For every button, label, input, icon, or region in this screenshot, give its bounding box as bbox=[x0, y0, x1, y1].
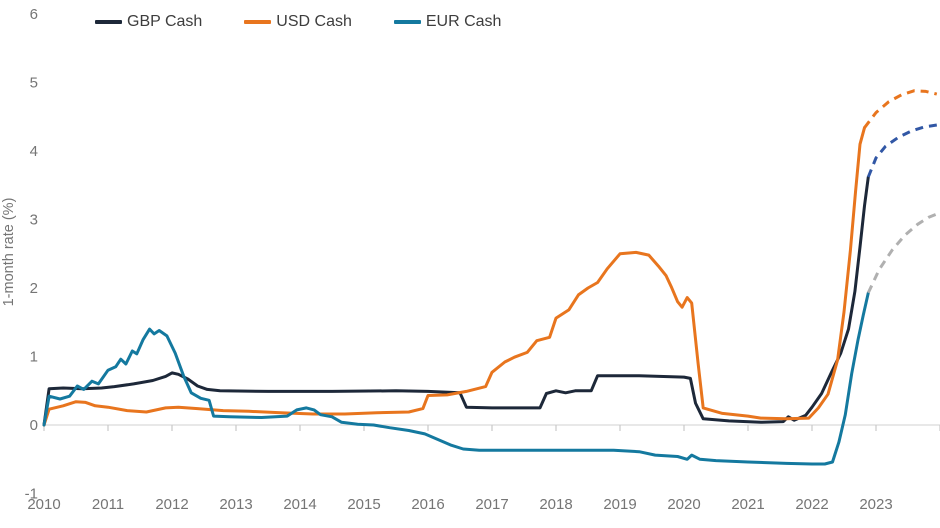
legend-item-gbp-cash: GBP Cash bbox=[95, 13, 202, 31]
y-tick-label: 4 bbox=[30, 143, 38, 160]
y-tick-label: 1 bbox=[30, 349, 38, 366]
series-line-usd-cash-forward bbox=[863, 89, 938, 129]
x-tick-label: 2015 bbox=[347, 496, 380, 513]
series-line-usd-cash bbox=[42, 126, 866, 427]
legend-item-eur-cash: EUR Cash bbox=[393, 13, 502, 31]
y-tick-label: 6 bbox=[30, 6, 38, 23]
x-tick-label: 2019 bbox=[603, 496, 636, 513]
x-tick-label: 2023 bbox=[859, 496, 892, 513]
y-tick-label: 2 bbox=[30, 280, 38, 297]
legend-label-usd: USD Cash bbox=[276, 13, 352, 30]
x-tick-label: 2010 bbox=[27, 496, 60, 513]
x-tick-label: 2017 bbox=[475, 496, 508, 513]
y-tick-label: 3 bbox=[30, 212, 38, 229]
x-tick-label: 2013 bbox=[219, 496, 252, 513]
y-tick-label: 0 bbox=[30, 417, 38, 434]
usd-line-swatch-icon bbox=[244, 20, 272, 24]
series-line-eur-cash bbox=[42, 291, 870, 466]
x-tick-label: 2022 bbox=[795, 496, 828, 513]
chart-legend: GBP Cash USD Cash EUR Cash bbox=[95, 13, 543, 31]
x-tick-label: 2014 bbox=[283, 496, 316, 513]
legend-label-eur: EUR Cash bbox=[425, 13, 502, 30]
eur-line-swatch-icon bbox=[393, 20, 421, 24]
series-line-eur-cash-forward bbox=[866, 212, 938, 294]
series-line-gbp-cash bbox=[42, 175, 870, 427]
legend-label-gbp: GBP Cash bbox=[127, 13, 203, 30]
y-tick-label: 5 bbox=[30, 75, 38, 92]
x-tick-label: 2021 bbox=[731, 496, 764, 513]
legend-item-usd-cash: USD Cash bbox=[244, 13, 352, 31]
x-tick-label: 2012 bbox=[155, 496, 188, 513]
x-tick-label: 2018 bbox=[539, 496, 572, 513]
x-tick-label: 2020 bbox=[667, 496, 700, 513]
x-tick-label: 2011 bbox=[92, 496, 124, 513]
gbp-line-swatch-icon bbox=[95, 20, 122, 24]
series-line-gbp-cash-forward bbox=[866, 123, 938, 178]
x-tick-label: 2016 bbox=[411, 496, 444, 513]
y-tick-label: -1 bbox=[25, 486, 38, 503]
y-axis-title: 1-month rate (%) bbox=[1, 198, 17, 307]
